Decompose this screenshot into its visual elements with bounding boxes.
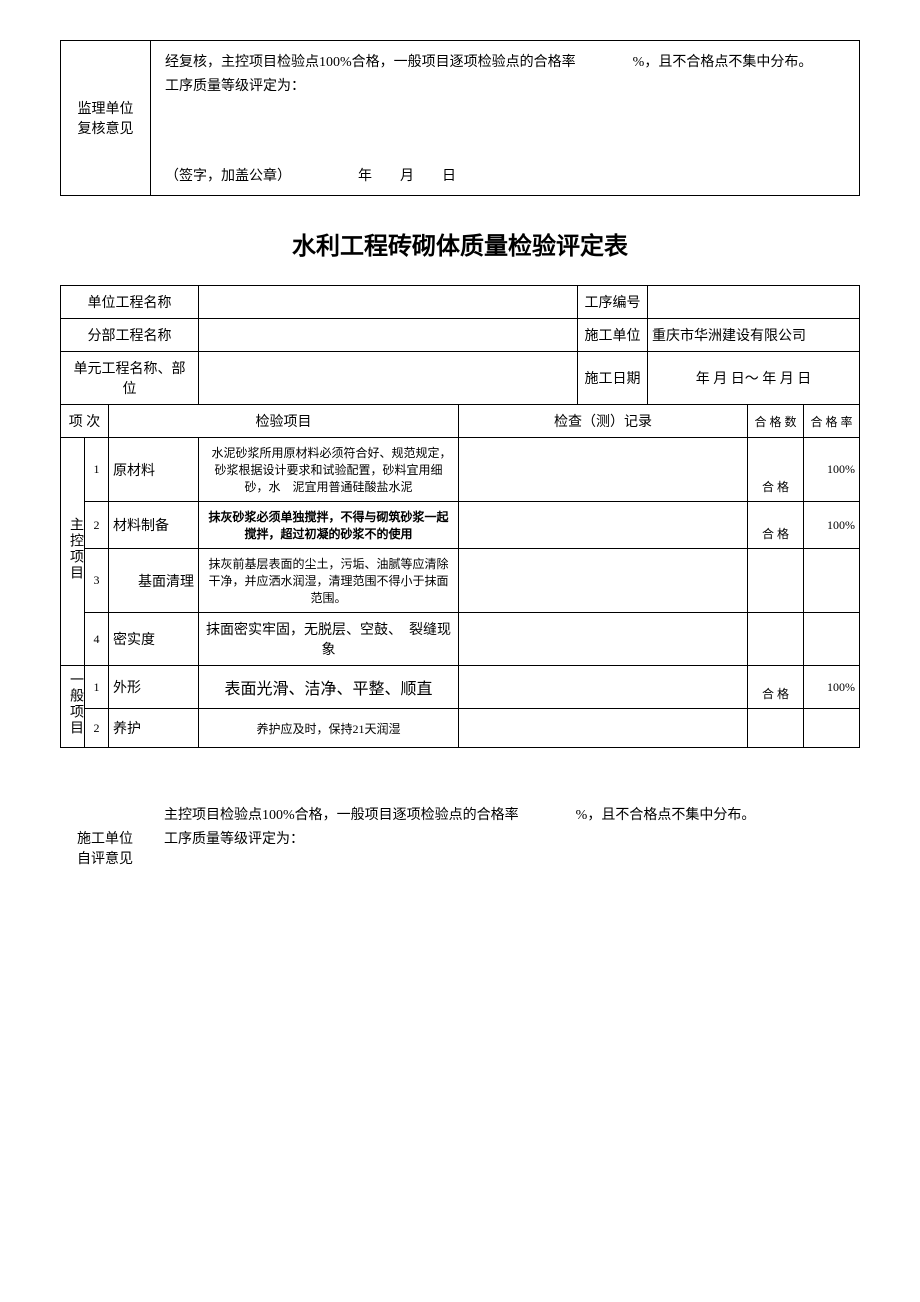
sub-proj-value [199,319,578,352]
row-name: 密实度 [109,613,199,666]
self-eval-content: 主控项目检验点100%合格，一般项目逐项检验点的合格率 %，且不合格点不集中分布… [150,778,860,874]
seq-value [648,286,860,319]
row-name: 基面清理 [109,549,199,613]
row-pc: 合 格 [748,666,804,709]
column-header-row: 项 次 检验项目 检查（测）记录 合 格 数 合 格 率 [61,405,860,438]
col-pass-rate: 合 格 率 [804,405,860,438]
row-rec [459,613,748,666]
unit-proj-label: 单位工程名称 [61,286,199,319]
row-pc [748,549,804,613]
row-num: 2 [85,709,109,748]
unit-proj-value [199,286,578,319]
header-row-2: 分部工程名称 施工单位 重庆市华洲建设有限公司 [61,319,860,352]
sub-proj-label: 分部工程名称 [61,319,199,352]
row-desc: 抹灰前基层表面的尘土，污垢、油腻等应清除 干净，并应洒水润湿，清理范围不得小于抹… [199,549,459,613]
row-rec [459,709,748,748]
row-rec [459,549,748,613]
op1-line2: 工序质量等级评定为： [165,75,845,95]
row-pc [748,613,804,666]
op2-line1-prefix: 主控项目检验点100%合格，一般项目逐项检验点的合格率 [164,808,519,823]
op2-line1-suffix: %，且不合格点不集中分布。 [576,808,756,823]
supervisor-label: 监理单位 复核意见 [61,41,151,196]
row-num: 3 [85,549,109,613]
row-rec [459,502,748,549]
header-row-3: 单元工程名称、部 位 施工日期 年 月 日～ 年 月 日 [61,352,860,405]
date-label: 施工日期 [578,352,648,405]
self-eval-table: 施工单位 自评意见 主控项目检验点100%合格，一般项目逐项检验点的合格率 %，… [60,778,860,874]
table-row: 一般项目 1 外形 表面光滑、洁净、平整、顺直 合 格 100% [61,666,860,709]
col-check-item: 检验项目 [109,405,459,438]
row-num: 4 [85,613,109,666]
col-xiangci: 项 次 [61,405,109,438]
row-pc: 合 格 [748,502,804,549]
op2-line2: 工序质量等级评定为： [164,828,846,848]
group-general-label: 一般项目 [61,666,85,748]
table-row: 3 基面清理 抹灰前基层表面的尘土，污垢、油腻等应清除 干净，并应洒水润湿，清理… [61,549,860,613]
col-record: 检查（测）记录 [459,405,748,438]
row-desc: 水泥砂浆所用原材料必须符合好、规范规定， 砂浆根据设计要求和试验配置，砂料宜用细… [199,438,459,502]
seq-label: 工序编号 [578,286,648,319]
row-pr [804,709,860,748]
builder-label: 施工单位 [578,319,648,352]
row-desc: 抹面密实牢固，无脱层、空鼓、 裂缝现象 [199,613,459,666]
row-rec [459,438,748,502]
self-eval-label: 施工单位 自评意见 [60,778,150,874]
row-pr [804,613,860,666]
row-num: 2 [85,502,109,549]
row-num: 1 [85,438,109,502]
unit-part-label: 单元工程名称、部 位 [61,352,199,405]
page-title: 水利工程砖砌体质量检验评定表 [60,226,860,261]
row-name: 外形 [109,666,199,709]
table-row: 2 养护 养护应及时，保持21天润湿 [61,709,860,748]
supervisor-opinion-table: 监理单位 复核意见 经复核，主控项目检验点100%合格，一般项目逐项检验点的合格… [60,40,860,196]
row-desc: 表面光滑、洁净、平整、顺直 [199,666,459,709]
row-desc: 养护应及时，保持21天润湿 [199,709,459,748]
date-value: 年 月 日～ 年 月 日 [648,352,860,405]
row-pr [804,549,860,613]
row-pc [748,709,804,748]
col-pass-count: 合 格 数 [748,405,804,438]
builder-value: 重庆市华洲建设有限公司 [648,319,860,352]
op1-line1-prefix: 经复核，主控项目检验点100%合格，一般项目逐项检验点的合格率 [165,55,576,70]
row-pr: 100% [804,438,860,502]
row-name: 原材料 [109,438,199,502]
row-num: 1 [85,666,109,709]
op1-line1-suffix: %，且不合格点不集中分布。 [633,55,813,70]
header-row-1: 单位工程名称 工序编号 [61,286,860,319]
unit-part-value [199,352,578,405]
op1-sign-prefix: （签字，加盖公章） [165,169,291,184]
row-pr: 100% [804,666,860,709]
table-row: 4 密实度 抹面密实牢固，无脱层、空鼓、 裂缝现象 [61,613,860,666]
row-name: 材料制备 [109,502,199,549]
supervisor-content: 经复核，主控项目检验点100%合格，一般项目逐项检验点的合格率 %，且不合格点不… [151,41,860,196]
row-desc: 抹灰砂浆必须单独搅拌，不得与砌筑砂浆一起搅拌，超过初凝的砂浆不的使用 [199,502,459,549]
table-row: 2 材料制备 抹灰砂浆必须单独搅拌，不得与砌筑砂浆一起搅拌，超过初凝的砂浆不的使… [61,502,860,549]
row-pr: 100% [804,502,860,549]
assessment-table: 单位工程名称 工序编号 分部工程名称 施工单位 重庆市华洲建设有限公司 单元工程… [60,285,860,748]
row-rec [459,666,748,709]
group-main-label: 主控项目 [61,438,85,666]
row-pc: 合 格 [748,438,804,502]
op1-sign-date: 年 月 日 [358,169,456,184]
table-row: 主控项目 1 原材料 水泥砂浆所用原材料必须符合好、规范规定， 砂浆根据设计要求… [61,438,860,502]
row-name: 养护 [109,709,199,748]
